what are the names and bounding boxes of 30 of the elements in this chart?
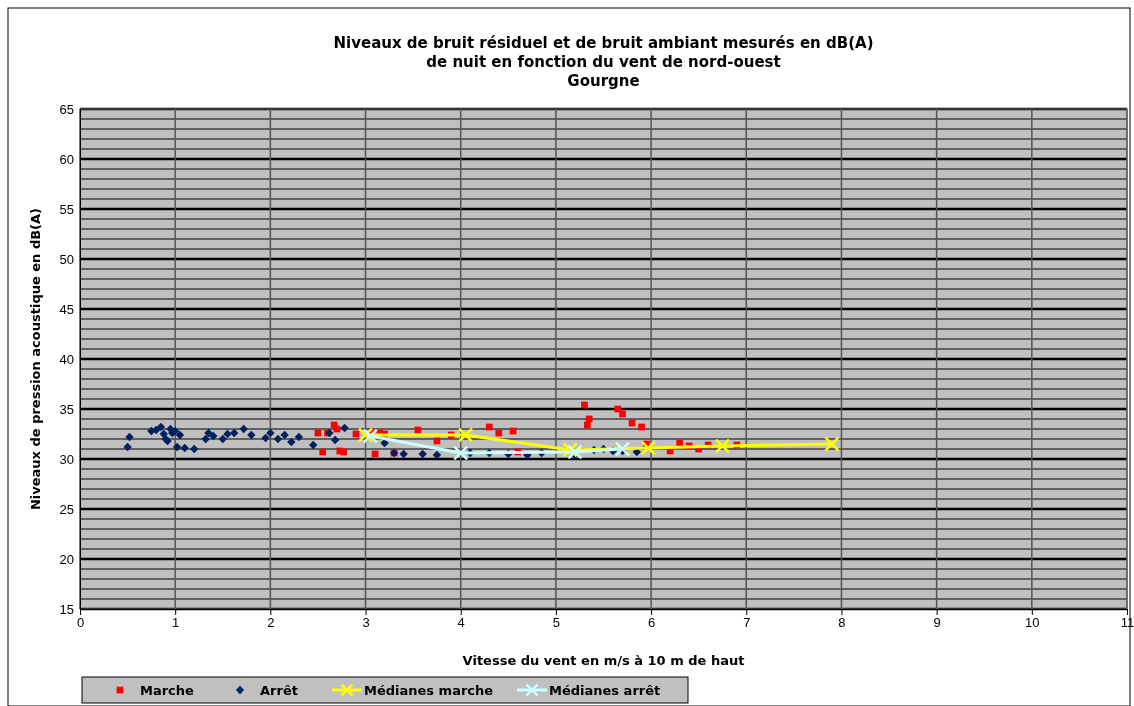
x-tick-label: 1 [172,615,180,631]
y-tick-label: 65 [59,101,74,117]
x-tick-label: 7 [743,615,751,631]
x-tick-label: 10 [1025,615,1040,631]
y-tick-label: 20 [59,551,74,567]
y-tick-label: 35 [59,401,74,417]
y-tick-label: 30 [59,451,74,467]
legend-label: Médianes arrêt [549,683,661,698]
x-tick-label: 0 [76,615,85,631]
y-tick-label: 25 [59,501,74,517]
legend-label: Arrêt [260,683,298,698]
x-tick-label: 6 [647,615,656,631]
x-tick-label: 9 [933,615,941,631]
x-tick-label: 5 [552,615,561,631]
x-tick-label: 3 [362,615,370,631]
chart-title: Niveaux de bruit résiduel et de bruit ambiant mesurés en dB(A) de nuit en fonction du vent de nord-ouest Gourgne [333,34,874,90]
y-tick-label: 40 [59,351,74,367]
legend-label: Marche [140,683,195,698]
x-tick-label: 11 [1120,615,1134,631]
x-tick-label: 2 [267,615,275,631]
x-tick-label: 4 [457,615,465,631]
x-axis-title: Vitesse du vent en m/s à 10 m de haut [462,653,745,668]
y-tick-label: 60 [59,151,74,167]
y-axis-title: Niveaux de pression acoustique en dB(A) [28,207,43,511]
legend-label: Médianes marche [364,683,494,698]
y-tick-label: 45 [59,301,74,317]
y-tick-label: 50 [59,251,74,267]
y-tick-label: 55 [59,201,74,217]
x-tick-label: 8 [838,615,846,631]
y-tick-label: 15 [59,601,74,617]
